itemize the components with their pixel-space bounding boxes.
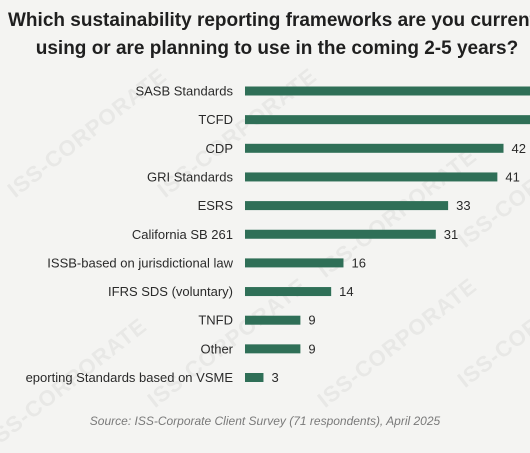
bar: [245, 201, 449, 211]
bar: [245, 287, 332, 297]
bar: [245, 344, 301, 354]
chart-title-line-2: using or are planning to use in the comi…: [35, 38, 519, 59]
category-label: GRI Standards: [147, 169, 233, 184]
category-label: ESRS: [198, 198, 234, 213]
value-label: 9: [308, 313, 315, 328]
bar: [245, 315, 301, 325]
bar: [245, 143, 504, 153]
category-label: California SB 261: [132, 227, 233, 242]
category-label: SASB Standards: [135, 84, 233, 99]
category-label: CDP: [206, 141, 233, 156]
category-label: TCFD: [198, 112, 233, 127]
value-label: 16: [351, 255, 365, 270]
category-label: Other: [200, 341, 233, 356]
value-label: 42: [512, 141, 526, 156]
category-label: TNFD: [198, 313, 233, 328]
category-label: IFRS SDS (voluntary): [108, 284, 233, 299]
category-label: ISSB-based on jurisdictional law: [47, 255, 233, 270]
value-label: 41: [505, 169, 519, 184]
value-label: 33: [456, 198, 470, 213]
bar: [245, 86, 530, 96]
value-label: 3: [271, 370, 278, 385]
value-label: 9: [308, 341, 315, 356]
bar: [245, 258, 344, 268]
bar: [245, 115, 530, 125]
bar: [245, 172, 498, 182]
value-label: 14: [339, 284, 353, 299]
source-note: Source: ISS-Corporate Client Survey (71 …: [89, 414, 441, 428]
bar: [245, 229, 436, 239]
chart-figure: ISS-CORPORATE ISS-CORPORATE ISS-CORPORAT…: [0, 10, 530, 452]
value-label: 31: [444, 227, 458, 242]
chart-title-line-1: Which sustainability reporting framework…: [8, 10, 530, 31]
category-label: eporting Standards based on VSME: [26, 370, 234, 385]
bar-chart: SASB Standards TCFD CDP 42 GRI Standards 41 ES…: [26, 84, 530, 385]
bar: [245, 373, 264, 382]
